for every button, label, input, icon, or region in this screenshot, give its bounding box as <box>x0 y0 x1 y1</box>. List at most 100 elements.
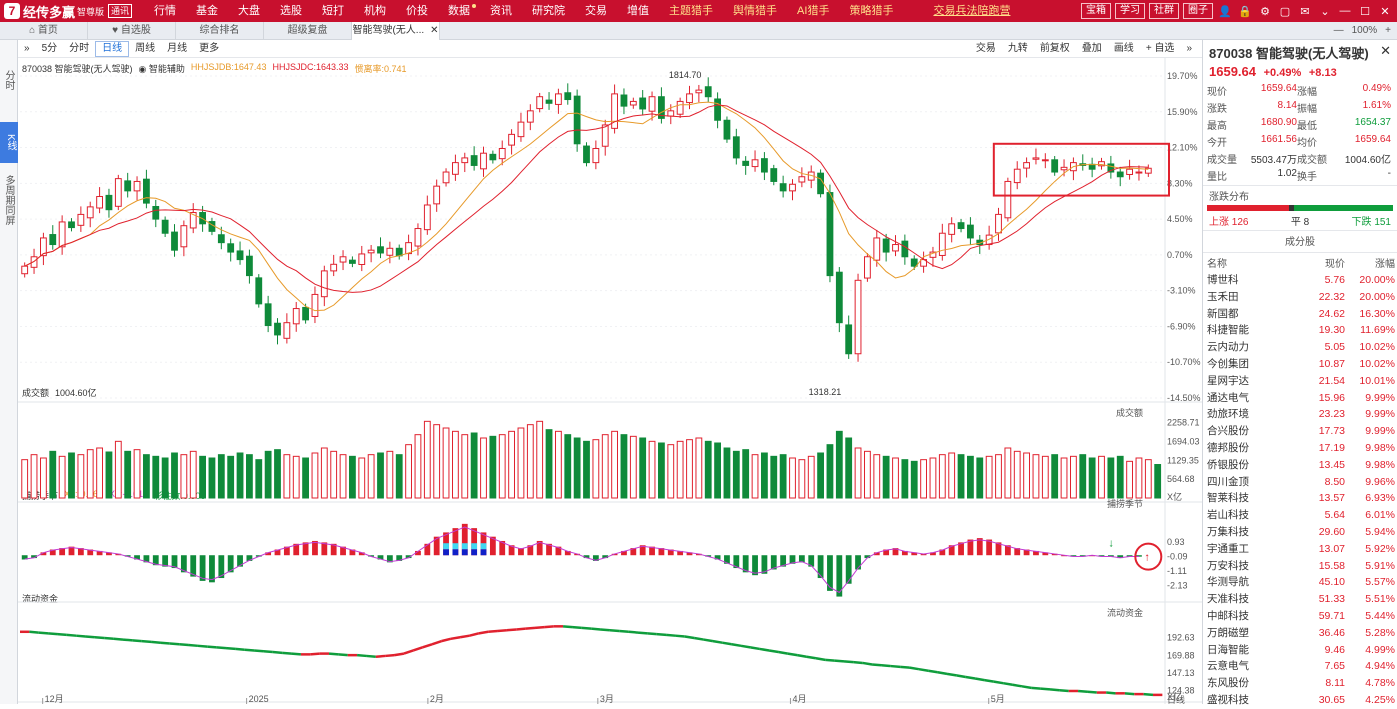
menu-item[interactable]: AI猎手 <box>797 5 830 17</box>
x-axis-label: 2025 <box>249 694 269 704</box>
list-item[interactable]: 通达电气 15.96 9.99% <box>1203 390 1397 407</box>
window-icon[interactable]: ▢ <box>1279 5 1291 18</box>
menu-item[interactable]: 机构 <box>364 5 387 17</box>
list-item[interactable]: 侨银股份 13.45 9.98% <box>1203 457 1397 474</box>
list-item[interactable]: 万安科技 15.58 5.91% <box>1203 558 1397 575</box>
tab-review[interactable]: 超级复盘 <box>264 21 352 40</box>
quote-key: 最低 <box>1297 121 1317 132</box>
mail-icon[interactable]: ✉ <box>1300 5 1310 18</box>
list-item[interactable]: 玉禾田 22.32 20.00% <box>1203 289 1397 306</box>
maximize-icon[interactable]: ☐ <box>1360 5 1370 18</box>
list-item[interactable]: 中邮科技 59.71 5.44% <box>1203 608 1397 625</box>
minimize-icon[interactable]: — <box>1339 5 1351 17</box>
menu-item[interactable]: 数据 <box>438 0 480 22</box>
tab-home[interactable]: ⌂ 首页 <box>0 21 88 40</box>
gear-icon[interactable]: ⚙ <box>1260 5 1270 18</box>
list-item[interactable]: 华测导航 45.10 5.57% <box>1203 574 1397 591</box>
y-tick-label: 15.90% <box>1167 107 1198 117</box>
candle-body <box>105 194 113 211</box>
macd-bar <box>199 555 206 581</box>
list-item[interactable]: 万朗磁塑 36.46 5.28% <box>1203 625 1397 642</box>
menu-item[interactable]: 主题猎手 <box>669 5 714 17</box>
list-item[interactable]: 宇通重工 13.07 5.92% <box>1203 541 1397 558</box>
col-name[interactable]: 名称 <box>1207 259 1227 270</box>
flow-segment <box>516 627 526 631</box>
list-item[interactable]: 云意电气 7.65 4.94% <box>1203 658 1397 675</box>
list-item[interactable]: 科捷智能 19.30 11.69% <box>1203 322 1397 339</box>
candle-body <box>873 237 881 261</box>
col-price[interactable]: 现价 <box>1325 259 1345 270</box>
list-item[interactable]: 云内动力 5.05 10.02% <box>1203 339 1397 356</box>
promo-link[interactable]: 交易兵法陪跑营 <box>933 5 1011 17</box>
period-monthly[interactable]: 月线 <box>167 42 188 54</box>
menu-item[interactable]: 研究院 <box>532 5 566 17</box>
lock-icon[interactable]: 🔒 <box>1238 5 1252 18</box>
zoom-in-icon[interactable]: + <box>1385 25 1391 36</box>
adjust-button[interactable]: 前复权 <box>1039 43 1070 54</box>
chevron-down-icon[interactable]: ⌄ <box>1320 5 1330 18</box>
list-item[interactable]: 岩山科技 5.64 6.01% <box>1203 507 1397 524</box>
list-item[interactable]: 四川金顶 8.50 9.96% <box>1203 474 1397 491</box>
stock-name: 智莱科技 <box>1207 492 1249 505</box>
menu-item[interactable]: 舆情猎手 <box>733 5 778 17</box>
menu-item[interactable]: 基金 <box>196 5 219 17</box>
menu-item[interactable]: 策略猎手 <box>849 5 894 17</box>
trade-button[interactable]: 交易 <box>975 43 996 54</box>
candle-body <box>723 119 731 140</box>
add-watchlist-button[interactable]: + 自选 <box>1145 43 1175 54</box>
tab-ranking[interactable]: 综合排名 <box>176 21 264 40</box>
list-item[interactable]: 德邦股份 17.19 9.98% <box>1203 440 1397 457</box>
treasure-button[interactable]: 宝箱 <box>1081 3 1111 19</box>
app-logo[interactable]: 7 经传多赢 智尊版 通讯 <box>0 0 133 22</box>
list-item[interactable]: 今创集团 10.87 10.02% <box>1203 356 1397 373</box>
candle-body <box>648 96 656 112</box>
indicator-select[interactable]: ◉ 智能辅助 <box>138 64 185 74</box>
menu-item[interactable]: 交易 <box>585 5 608 17</box>
list-item[interactable]: 星网宇达 21.54 10.01% <box>1203 373 1397 390</box>
menu-item[interactable]: 大盘 <box>238 5 261 17</box>
menu-item[interactable]: 短打 <box>322 5 345 17</box>
list-item[interactable]: 天准科技 51.33 5.51% <box>1203 591 1397 608</box>
list-item[interactable]: 新国都 24.62 16.30% <box>1203 306 1397 323</box>
tab-watchlist[interactable]: ♥ 自选股 <box>88 21 176 40</box>
side-kline[interactable]: K线 <box>0 122 18 163</box>
overlay-button[interactable]: 叠加 <box>1081 43 1102 54</box>
list-item[interactable]: 博世科 5.76 20.00% <box>1203 272 1397 289</box>
learn-button[interactable]: 学习 <box>1115 3 1145 19</box>
kline-chart-svg[interactable]: 19.70% 15.90% 12.10% 8.30% 4.50% 0.70% -3.10% -… <box>18 58 1202 704</box>
tab-active-stock[interactable]: 智能驾驶(无人... ✕ <box>352 21 440 40</box>
period-intraday[interactable]: 分时 <box>69 42 90 54</box>
col-change[interactable]: 涨幅 <box>1375 259 1395 270</box>
side-multi-period[interactable]: 多周期同屏 <box>3 174 14 225</box>
macd-bar <box>1033 550 1039 556</box>
period-daily[interactable]: 日线 <box>95 40 130 57</box>
collapse-icon[interactable]: » <box>24 42 30 54</box>
side-intraday[interactable]: 分时 <box>3 70 14 90</box>
list-item[interactable]: 智莱科技 13.57 6.93% <box>1203 490 1397 507</box>
period-more[interactable]: 更多 <box>199 42 220 54</box>
menu-item[interactable]: 增值 <box>627 5 650 17</box>
draw-button[interactable]: 画线 <box>1113 43 1134 54</box>
circle-button[interactable]: 圈子 <box>1183 3 1213 19</box>
period-5min[interactable]: 5分 <box>41 42 58 54</box>
menu-item[interactable]: 行情 <box>154 5 177 17</box>
nine-turn-button[interactable]: 九转 <box>1007 43 1028 54</box>
close-icon[interactable]: ✕ <box>1380 5 1390 18</box>
close-icon[interactable]: ✕ <box>1380 43 1391 58</box>
list-item[interactable]: 盛视科技 30.65 4.25% <box>1203 692 1397 709</box>
menu-item[interactable]: 资讯 <box>490 5 513 17</box>
collapse-right-icon[interactable]: » <box>1186 43 1192 54</box>
volume-bar <box>124 450 132 499</box>
user-icon[interactable]: 👤 <box>1218 5 1232 18</box>
list-item[interactable]: 劲旅环境 23.23 9.99% <box>1203 406 1397 423</box>
list-item[interactable]: 东风股份 8.11 4.78% <box>1203 675 1397 692</box>
close-icon[interactable]: ✕ <box>430 24 439 36</box>
menu-item[interactable]: 选股 <box>280 5 303 17</box>
period-weekly[interactable]: 周线 <box>135 42 156 54</box>
list-item[interactable]: 万集科技 29.60 5.94% <box>1203 524 1397 541</box>
community-button[interactable]: 社群 <box>1149 3 1179 19</box>
menu-item[interactable]: 价投 <box>406 5 429 17</box>
list-item[interactable]: 日海智能 9.46 4.99% <box>1203 642 1397 659</box>
zoom-out-icon[interactable]: — <box>1333 25 1344 36</box>
list-item[interactable]: 合兴股份 17.73 9.99% <box>1203 423 1397 440</box>
